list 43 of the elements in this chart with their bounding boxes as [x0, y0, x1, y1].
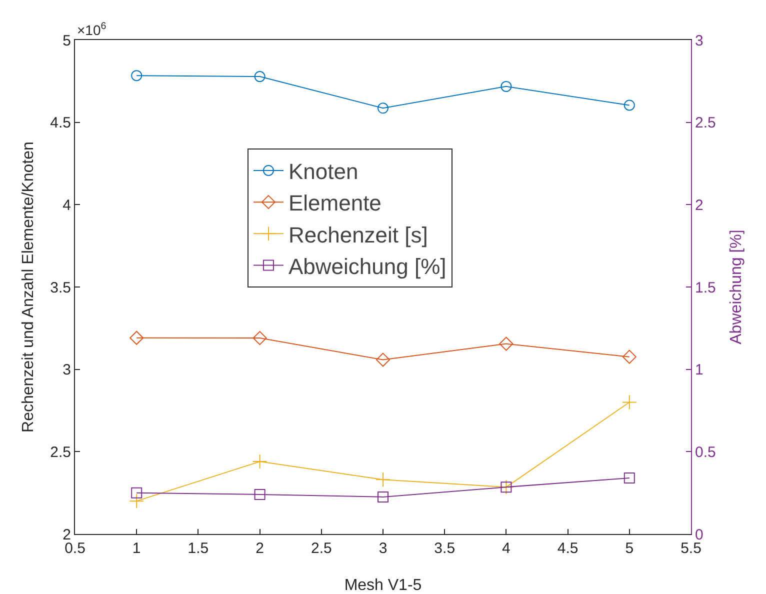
y-tick-label: 2.5	[50, 444, 71, 461]
x-axis-title: Mesh V1-5	[344, 577, 422, 594]
y2-tick-label: 2.5	[695, 114, 716, 132]
point	[376, 352, 390, 367]
y-tick-label: 3	[62, 362, 71, 379]
point	[130, 330, 144, 345]
y2-tick-label: 3	[695, 32, 704, 50]
point	[622, 350, 636, 364]
y-axis-title: Rechenzeit und Anzahl Elemente/Knoten	[20, 142, 37, 432]
text: ×10$^{6}$	[77, 21, 107, 38]
y-tick-label: 5	[62, 32, 71, 50]
y2-tick-label: 0.5	[695, 444, 716, 461]
y2-tick-label: 1.5	[695, 279, 716, 296]
y-tick-label: 4	[62, 196, 71, 214]
point	[376, 472, 390, 488]
x-tick-label: 4.5	[557, 540, 578, 557]
y2-axis-title: Abweichung [%]	[728, 230, 745, 344]
x-tick-label: 2.5	[310, 540, 332, 557]
legend-label: Rechenzeit [s]	[288, 222, 428, 248]
x-tick-label: 2	[256, 540, 264, 557]
x-tick-label: 1.5	[188, 540, 209, 557]
point	[252, 331, 267, 346]
legend-label: Knoten	[288, 159, 358, 184]
point	[378, 102, 388, 114]
point	[499, 336, 514, 351]
x-tick-label: 5	[625, 540, 634, 557]
legend-label: Abweichung [%]	[288, 254, 446, 279]
point	[622, 394, 637, 410]
x-tick-label: 4	[502, 540, 510, 557]
x-tick-label: 1	[132, 540, 141, 557]
y2-tick-label: 2	[695, 196, 704, 214]
x-tick-label: 3.5	[434, 540, 456, 557]
y-tick-label: 3.5	[50, 279, 71, 296]
point	[624, 100, 635, 111]
x-tick-label: 3	[378, 540, 388, 557]
point	[131, 70, 142, 82]
point	[252, 454, 268, 470]
point	[129, 494, 144, 509]
y-tick-label: 4.5	[50, 114, 71, 132]
legend-label: Elemente	[288, 190, 382, 216]
point	[254, 71, 266, 82]
point	[500, 80, 512, 92]
y2-tick-label: 1	[695, 362, 704, 379]
